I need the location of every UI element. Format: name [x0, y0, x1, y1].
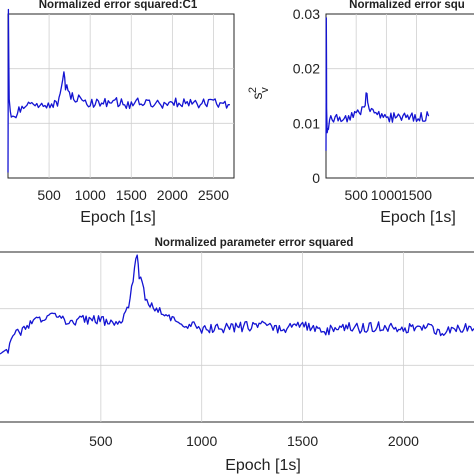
chart-2-x-ticks: 500 1000 1500 — [345, 187, 433, 203]
chart-1-x-tick-label-0: 500 — [37, 187, 61, 203]
chart-error-squared-c1: Normalized error squared:C1 500 1000 1500 2… — [7, 0, 235, 226]
chart-2-y-tick-label-1: 0.01 — [293, 115, 320, 131]
chart-1-x-axis-label: Epoch [1s] — [80, 209, 156, 226]
chart-2-plot-area — [325, 13, 474, 179]
chart-1-title: Normalized error squared:C1 — [39, 0, 198, 11]
chart-2-series — [325, 17, 430, 151]
svg-text:v: v — [259, 87, 271, 93]
chart-1-series — [7, 8, 230, 173]
chart-2-grid — [326, 14, 474, 178]
svg-text:s: s — [249, 93, 265, 100]
chart-3-x-ticks: 500 1000 1500 2000 — [89, 433, 419, 449]
chart-1-x-tick-label-2: 1500 — [116, 187, 147, 203]
svg-text:2: 2 — [247, 87, 259, 93]
chart-2-y-ticks: 0 0.01 0.02 0.03 — [293, 6, 320, 186]
chart-2-y-tick-label-0: 0 — [312, 170, 320, 186]
chart-3-x-tick-label-3: 2000 — [388, 433, 419, 449]
chart-3-grid — [0, 252, 474, 422]
chart-2-y-axis-label: s 2 v — [247, 87, 271, 100]
chart-1-x-tick-label-1: 1000 — [75, 187, 106, 203]
chart-1-plot-area — [7, 13, 235, 179]
chart-1-grid — [8, 14, 234, 178]
chart-parameter-error-squared: Normalized parameter error squared 500 10… — [0, 237, 474, 474]
chart-1-series-line-0 — [7, 8, 230, 173]
chart-1-x-tick-label-4: 2500 — [198, 187, 229, 203]
chart-2-x-tick-label-1: 1000 — [371, 187, 402, 203]
chart-2-title: Normalized error squ — [349, 0, 465, 11]
chart-2-y-tick-label-3: 0.03 — [293, 6, 320, 22]
chart-2-series-line-0 — [325, 17, 430, 151]
chart-2-y-tick-label-2: 0.02 — [293, 61, 320, 77]
chart-3-x-tick-label-1: 1000 — [186, 433, 217, 449]
chart-3-title: Normalized parameter error squared — [155, 237, 354, 249]
chart-3-x-tick-label-2: 1500 — [287, 433, 318, 449]
chart-1-x-tick-label-3: 2000 — [157, 187, 188, 203]
chart-2-x-tick-label-2: 1500 — [401, 187, 432, 203]
chart-2-x-axis-label: Epoch [1s] — [380, 209, 456, 226]
chart-error-squared-right: Normalized error squ 500 1000 1500 0 0.01 0.… — [247, 0, 474, 226]
chart-3-plot-area — [0, 251, 474, 423]
chart-1-x-ticks: 500 1000 1500 2000 2500 — [37, 187, 229, 203]
chart-2-x-tick-label-0: 500 — [345, 187, 369, 203]
chart-3-x-axis-label: Epoch [1s] — [225, 457, 301, 474]
chart-3-series — [0, 254, 474, 355]
chart-3-x-tick-label-0: 500 — [89, 433, 113, 449]
chart-3-series-line-0 — [0, 254, 474, 355]
